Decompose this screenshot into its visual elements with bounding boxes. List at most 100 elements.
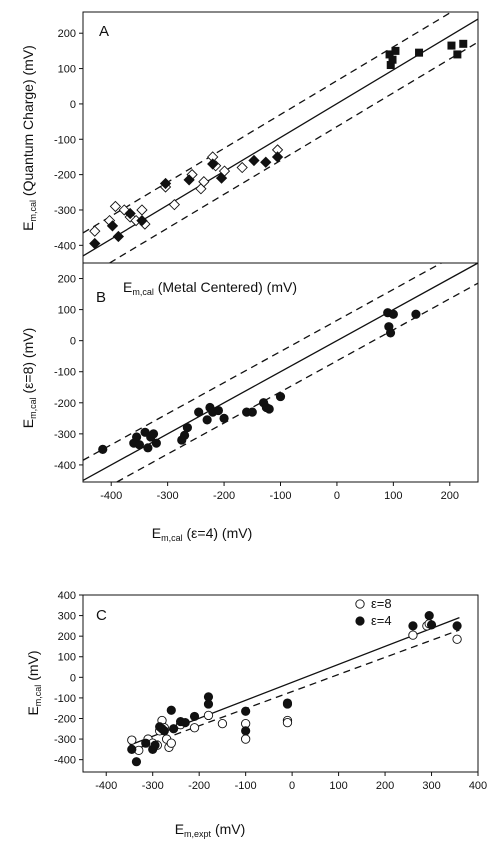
plot-frame [82, 594, 479, 773]
data-point [124, 207, 136, 220]
x-tick-label: 200 [376, 780, 394, 792]
legend: ε=8ε=4 [355, 596, 392, 628]
data-point [264, 404, 274, 414]
data-point [159, 177, 172, 190]
data-point [127, 744, 137, 754]
dashed-reference-line [109, 41, 479, 264]
data-point [241, 706, 251, 716]
x-tick-label: 0 [289, 780, 295, 792]
data-point [89, 225, 101, 237]
data-point [141, 738, 151, 748]
legend-label: ε=4 [371, 613, 392, 628]
data-point [106, 220, 119, 232]
x-tick-label: 100 [329, 780, 347, 792]
data-point [151, 438, 161, 448]
data-point [127, 735, 137, 745]
x-tick-label: -200 [213, 490, 235, 502]
data-point [248, 154, 260, 167]
data-point [388, 309, 398, 319]
data-series [98, 308, 421, 454]
data-point [408, 621, 418, 631]
x-axis-label: Em,cal (ε=4) (mV) [152, 525, 253, 543]
data-point [169, 724, 179, 734]
data-point [131, 757, 142, 767]
data-point [202, 415, 212, 425]
data-point [203, 699, 214, 709]
y-tick-label: -200 [54, 398, 76, 410]
y-tick-label: 0 [70, 672, 76, 684]
x-tick-label: 400 [469, 780, 487, 792]
y-tick-label: -400 [54, 240, 76, 252]
x-tick-label: -300 [157, 490, 179, 502]
data-point [207, 158, 219, 170]
data-point [282, 699, 293, 709]
data-point [408, 630, 418, 640]
data-point [159, 726, 169, 736]
data-point [415, 48, 424, 57]
data-point [247, 407, 257, 417]
data-point [219, 413, 229, 423]
x-tick-label: 0 [334, 490, 340, 502]
x-tick-label: -300 [142, 780, 164, 792]
data-point [166, 705, 176, 715]
data-point [182, 423, 192, 433]
y-tick-label: -100 [54, 693, 76, 705]
data-point [183, 174, 195, 186]
x-tick-label: -400 [100, 490, 122, 502]
y-tick-label: 0 [70, 336, 76, 348]
panel-label: A [99, 23, 109, 40]
data-point [386, 61, 395, 70]
panel-label: B [96, 289, 106, 306]
x-tick-label: -100 [269, 490, 291, 502]
fit-line-dashed [129, 629, 460, 753]
y-tick-label: -400 [54, 755, 76, 767]
x-tick-label: 200 [441, 490, 459, 502]
x-tick-label: 300 [422, 780, 440, 792]
data-point [424, 610, 434, 621]
data-point [118, 204, 130, 216]
y-tick-label: 200 [58, 274, 76, 286]
data-point [179, 430, 190, 441]
data-point [136, 204, 148, 216]
data-point [260, 156, 272, 168]
dashed-reference-line [82, 11, 452, 234]
data-point [452, 621, 462, 631]
data-point [385, 50, 394, 59]
data-point [189, 711, 200, 722]
dashed-reference-line [116, 282, 479, 483]
data-point [217, 718, 228, 729]
data-point [109, 200, 122, 213]
panel-b: -400 -300 -200 -100 0 100 200 -400 -300 -200 -100 0… [20, 262, 479, 543]
y-tick-label: 200 [58, 631, 76, 643]
panel-label: C [96, 607, 107, 624]
data-point [89, 237, 101, 250]
x-tick-label: 100 [384, 490, 402, 502]
y-tick-label: -300 [54, 429, 76, 441]
data-point [194, 407, 204, 417]
data-point [282, 717, 293, 728]
data-point [385, 328, 396, 338]
panel-a: -400 -300 -200 -100 0 100 200 A Em,cal (Metal Ce… [20, 11, 479, 297]
data-point [447, 41, 456, 50]
data-point [132, 432, 142, 442]
data-point [411, 309, 421, 319]
y-tick-label: -200 [54, 170, 76, 182]
data-point [275, 391, 286, 402]
x-tick-label: -200 [188, 780, 210, 792]
data-point [271, 151, 284, 163]
data-point [240, 734, 251, 744]
y-tick-label: -300 [54, 734, 76, 746]
data-point [166, 738, 176, 748]
y-tick-label: -100 [54, 367, 76, 379]
y-tick-label: 0 [70, 99, 76, 111]
x-axis-label: Em,expt (mV) [175, 821, 246, 839]
data-point [236, 161, 248, 174]
x-tick-label: -400 [95, 780, 117, 792]
data-point [388, 55, 397, 64]
x-axis-label: Em,cal (Metal Centered) (mV) [123, 279, 297, 297]
y-tick-label: -200 [54, 713, 76, 725]
x-tick-label: -100 [235, 780, 257, 792]
y-tick-label: -400 [54, 460, 76, 472]
y-tick-label: -300 [54, 205, 76, 217]
data-point [355, 599, 365, 609]
